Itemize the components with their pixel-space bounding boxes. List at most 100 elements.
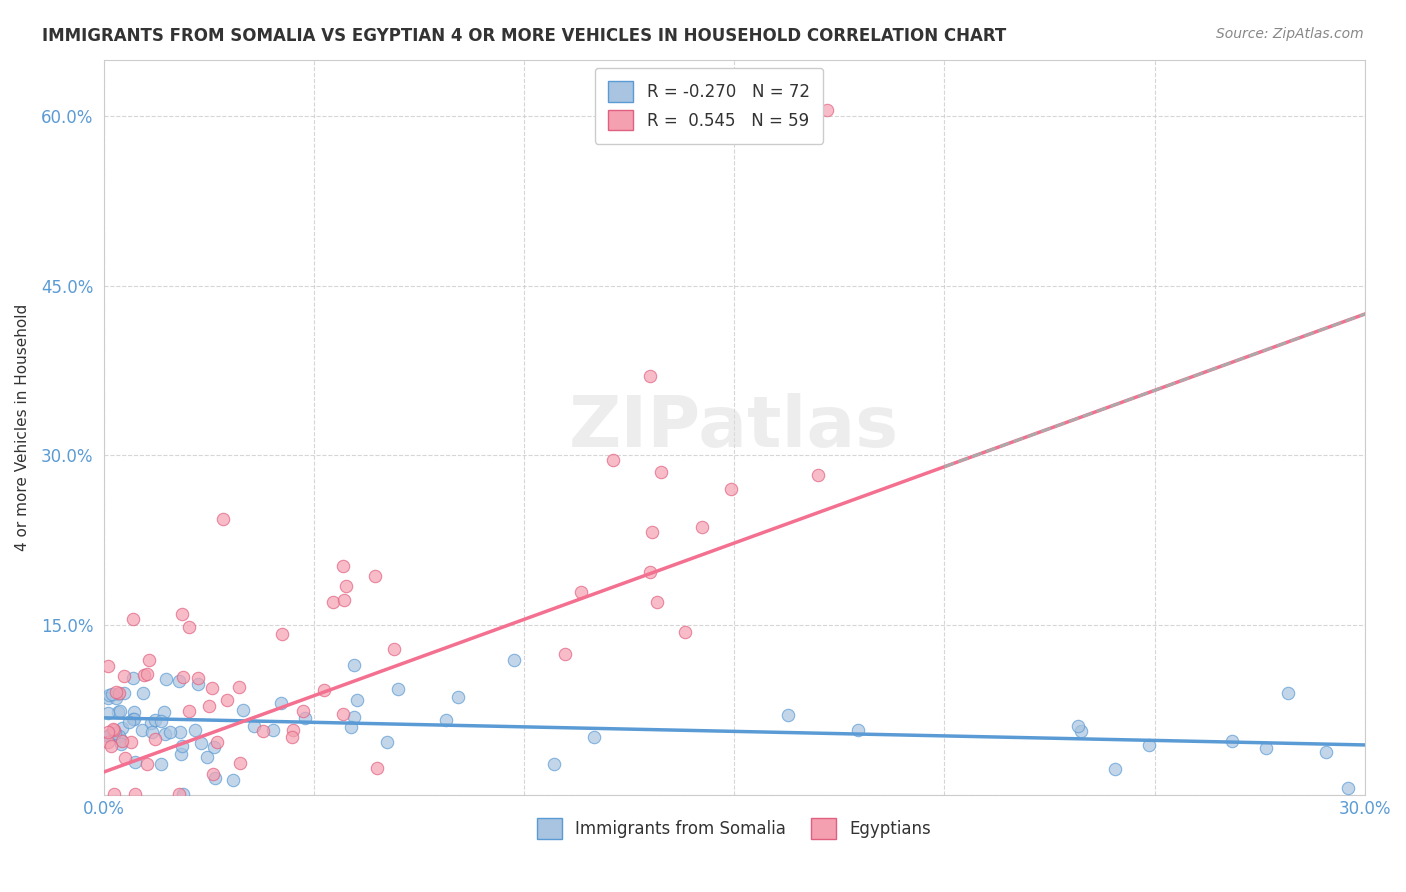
Point [111,734,134,748]
Point [382,641,405,656]
Point [97,691,120,706]
Point [673,625,696,640]
Point [101,687,124,701]
Point [1104,762,1126,776]
Point [281,730,304,744]
Point [202,740,225,755]
Point [222,773,245,788]
Point [650,465,672,479]
Point [134,667,156,681]
Point [136,756,159,771]
Point [172,739,194,753]
Point [211,512,233,526]
Point [720,482,742,496]
Point [103,725,125,739]
Point [121,612,143,626]
Point [108,729,131,743]
Point [195,750,218,764]
Point [1277,686,1299,700]
Text: Source: ZipAtlas.com: Source: ZipAtlas.com [1216,27,1364,41]
Point [120,734,142,748]
Point [172,670,194,684]
Point [343,710,366,724]
Point [231,703,253,717]
Point [335,579,357,593]
Point [149,714,172,728]
Point [200,681,222,695]
Point [141,716,163,731]
Point [143,713,166,727]
Point [143,732,166,747]
Point [155,727,177,741]
Point [190,736,212,750]
Point [332,558,354,573]
Point [97,706,120,720]
Point [110,732,132,747]
Point [97,725,120,739]
Point [98,689,121,703]
Point [1337,780,1360,795]
Point [111,721,134,735]
Point [186,671,208,685]
Point [1315,745,1337,759]
Point [243,719,266,733]
Point [571,585,593,599]
Point [387,682,409,697]
Point [294,711,316,725]
Point [112,668,135,682]
Point [153,706,176,720]
Point [124,755,146,769]
Point [638,565,661,579]
Point [1137,738,1160,752]
Point [107,705,129,719]
Point [252,723,274,738]
Point [110,737,132,751]
Point [101,722,124,736]
Point [121,671,143,685]
Point [434,713,457,727]
Point [136,666,159,681]
Point [110,704,132,718]
Point [228,680,250,694]
Text: IMMIGRANTS FROM SOMALIA VS EGYPTIAN 4 OR MORE VEHICLES IN HOUSEHOLD CORRELATION : IMMIGRANTS FROM SOMALIA VS EGYPTIAN 4 OR… [42,27,1007,45]
Point [122,705,145,719]
Point [198,699,221,714]
Point [1256,741,1278,756]
Point [1220,733,1243,747]
Point [159,725,181,739]
Point [177,620,200,634]
Point [124,787,146,801]
Point [97,658,120,673]
Point [132,686,155,700]
Point [118,714,141,729]
Point [807,468,830,483]
Point [1070,723,1092,738]
Point [112,686,135,700]
Point [97,734,120,748]
Point [169,724,191,739]
Point [103,787,125,801]
Point [107,687,129,701]
Point [692,519,714,533]
Point [339,720,361,734]
Point [332,707,354,722]
Point [292,704,315,718]
Point [138,653,160,667]
Point [150,756,173,771]
Point [105,691,128,706]
Point [846,723,869,738]
Point [121,712,143,726]
Point [543,756,565,771]
Point [167,787,190,801]
Point [97,728,120,742]
Point [641,524,664,539]
Legend: Immigrants from Somalia, Egyptians: Immigrants from Somalia, Egyptians [530,812,938,846]
Point [645,595,668,609]
Point [776,707,799,722]
Point [333,592,356,607]
Point [346,693,368,707]
Point [447,690,470,704]
Point [602,453,624,467]
Point [228,756,250,771]
Point [314,682,336,697]
